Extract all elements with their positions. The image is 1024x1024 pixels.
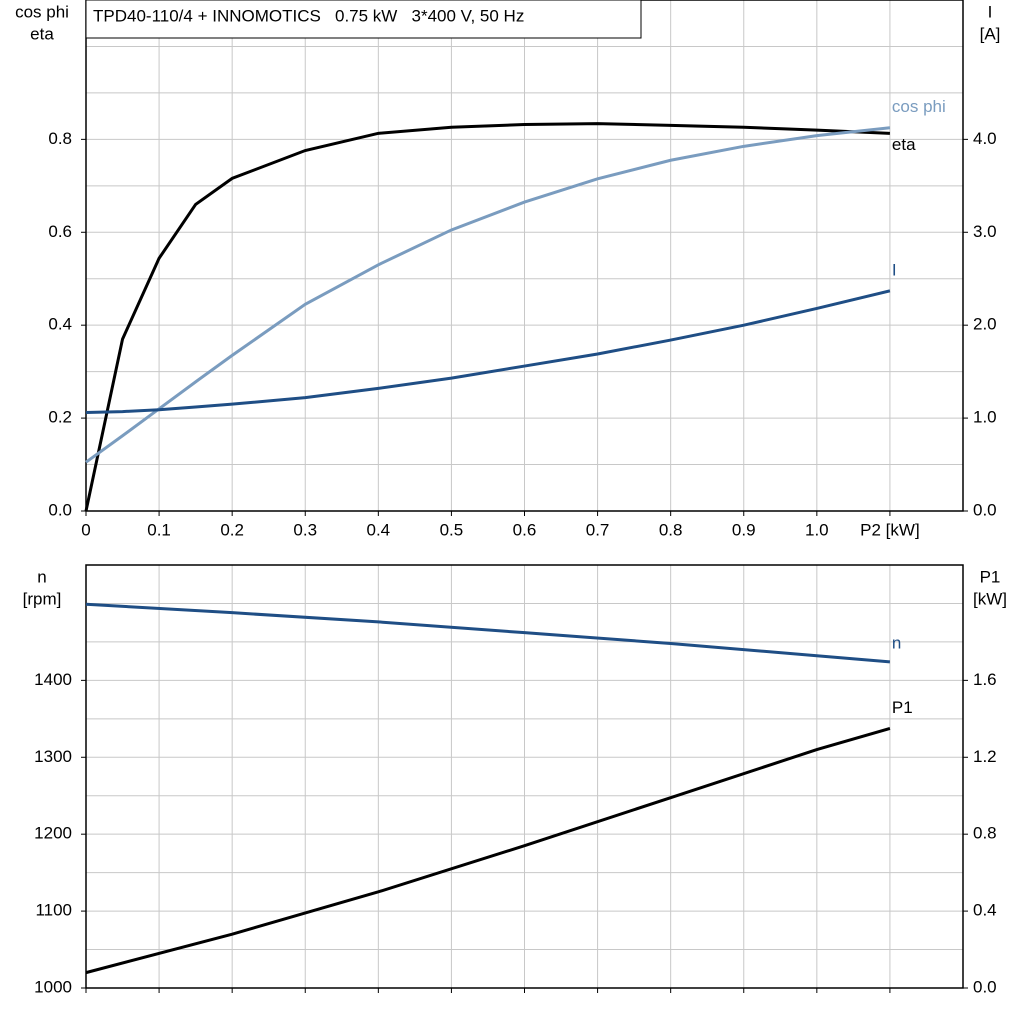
y2-tick-label: 2.0 (973, 315, 997, 334)
series-label: cos phi (892, 97, 946, 116)
y-axis-title: eta (30, 24, 54, 43)
y2-tick-label: 0.0 (973, 500, 997, 519)
series-label: I (892, 260, 897, 279)
series-label: P1 (892, 698, 913, 717)
y-tick-label: 1000 (34, 977, 72, 996)
y2-tick-label: 0.0 (973, 977, 997, 996)
y-tick-label: 1400 (34, 670, 72, 689)
series-line (85, 602, 891, 664)
y2-tick-label: 0.4 (973, 901, 997, 920)
y-tick-label: 0.6 (48, 222, 72, 241)
series-label: n (892, 633, 901, 652)
x-tick-label: 0.5 (440, 520, 464, 539)
y-axis-title: cos phi (15, 2, 69, 21)
y2-tick-label: 1.2 (973, 747, 997, 766)
y-tick-label: 0.0 (48, 500, 72, 519)
series-line (85, 289, 891, 415)
y2-axis-title: I (988, 2, 993, 21)
x-tick-label: 0.2 (220, 520, 244, 539)
series-line (84, 122, 890, 512)
y-axis-title: n (37, 567, 46, 586)
x-tick-label: 0.3 (293, 520, 317, 539)
x-tick-label: P2 [kW] (860, 520, 920, 539)
title-box (85, 0, 642, 39)
y2-tick-label: 1.0 (973, 408, 997, 427)
x-tick-label: 0.7 (586, 520, 610, 539)
y-tick-label: 1100 (35, 901, 72, 920)
series-label: eta (892, 135, 916, 154)
plot-frame (85, 564, 964, 989)
chart-title: TPD40-110/4 + INNOMOTICS 0.75 kW 3*400 V… (93, 6, 524, 25)
x-tick-label: 0.1 (147, 520, 171, 539)
y2-tick-label: 1.6 (973, 670, 997, 689)
y2-tick-label: 4.0 (973, 129, 997, 148)
y-axis-title: [rpm] (23, 589, 62, 608)
x-tick-label: 1.0 (805, 520, 829, 539)
series-line (85, 126, 891, 464)
y2-axis-title: [kW] (973, 589, 1007, 608)
x-tick-label: 0.9 (732, 520, 756, 539)
y2-axis-title: P1 (980, 567, 1001, 586)
x-tick-label: 0 (81, 520, 90, 539)
series-line (85, 726, 891, 975)
y-tick-label: 1200 (34, 824, 72, 843)
x-tick-label: 0.6 (513, 520, 537, 539)
y-tick-label: 0.8 (48, 129, 72, 148)
y-tick-label: 0.4 (48, 315, 72, 334)
x-tick-label: 0.8 (659, 520, 683, 539)
x-tick-label: 0.4 (367, 520, 391, 539)
y2-axis-title: [A] (980, 24, 1001, 43)
y2-tick-label: 3.0 (973, 222, 997, 241)
y2-tick-label: 0.8 (973, 824, 997, 843)
y-tick-label: 1300 (34, 747, 72, 766)
y-tick-label: 0.2 (48, 408, 72, 427)
